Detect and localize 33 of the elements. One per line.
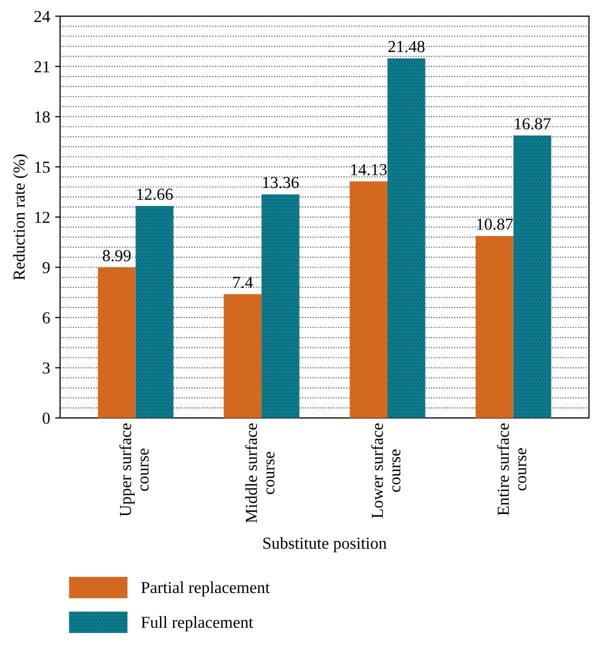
data-label: 10.87 <box>477 218 513 230</box>
data-label: 14.13 <box>351 164 387 176</box>
y-tick-label: 18 <box>35 111 50 123</box>
x-tick-label: Lower surface course <box>371 423 400 518</box>
legend-label: Full replacement <box>141 616 254 632</box>
x-axis-title: Substitute position <box>263 537 387 552</box>
data-label: 12.66 <box>137 188 173 200</box>
data-label: 21.48 <box>388 40 425 52</box>
y-tick-label: 0 <box>42 412 50 424</box>
legend-label: Partial replacement <box>141 581 270 597</box>
y-tick-label: 12 <box>35 212 50 223</box>
y-tick-label: 3 <box>42 362 50 374</box>
bar <box>513 136 552 418</box>
bar <box>350 181 388 418</box>
bar <box>388 58 426 418</box>
bar <box>98 267 136 418</box>
x-tick-label: Middle surface course <box>245 423 274 523</box>
y-tick-label: 15 <box>35 162 50 173</box>
bar <box>224 294 262 418</box>
y-tick-label: 24 <box>34 10 50 22</box>
y-axis-title: Reduction rate (%) <box>13 154 28 280</box>
data-label: 16.87 <box>515 118 551 130</box>
bar <box>476 236 514 418</box>
data-label: 8.99 <box>102 250 131 262</box>
bar <box>136 206 174 418</box>
data-label: 7.4 <box>233 276 253 288</box>
y-tick-label: 9 <box>42 262 50 274</box>
y-tick-label: 21 <box>34 61 50 72</box>
data-label: 13.36 <box>263 176 299 188</box>
bar <box>262 194 300 418</box>
y-tick-label: 6 <box>42 312 50 324</box>
x-tick-label: Entire surface course <box>496 423 526 516</box>
x-tick-label: Upper surface course <box>119 423 149 516</box>
